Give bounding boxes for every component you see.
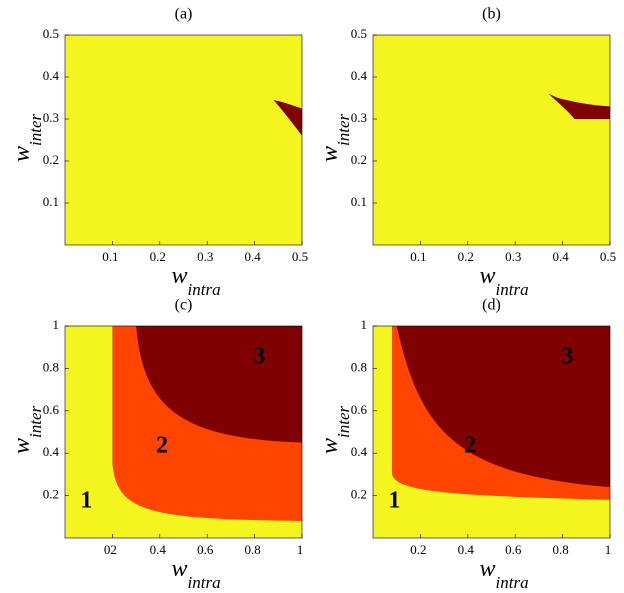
x-tick-label: 0.4 [244, 249, 261, 264]
label-main: w [480, 263, 496, 289]
panel: (c)02 0.4 0.6 0.8 10.20.40.60.81wintrawinter… [9, 297, 304, 592]
x-tick-label: 0.6 [197, 542, 214, 557]
region-label: 3 [253, 343, 265, 369]
x-tick-label: 0.2 [410, 542, 426, 557]
region-label: 2 [156, 432, 168, 458]
y-tick-label: 0.3 [43, 110, 59, 125]
x-tick-label: 0.5 [292, 249, 308, 264]
x-tick-label: 0.2 [150, 249, 166, 264]
label-main: w [172, 556, 188, 582]
label-main: w [317, 146, 343, 162]
label-sub: intra [188, 280, 221, 299]
y-tick-label: 0.4 [351, 68, 368, 83]
region [136, 326, 302, 443]
label-main: w [480, 556, 496, 582]
x-tick-label: 1 [605, 542, 612, 557]
region-label: 2 [464, 432, 476, 458]
y-tick-label: 0.6 [43, 402, 60, 417]
x-tick-label: 0.1 [410, 249, 426, 264]
y-tick-label: 0.6 [351, 402, 368, 417]
y-tick-label: 0.4 [43, 444, 60, 459]
x-tick-label: 0.6 [505, 542, 522, 557]
region-background [65, 35, 302, 245]
x-axis-label: wintra [480, 556, 529, 592]
region-label: 1 [388, 487, 400, 513]
label-sub: intra [496, 280, 529, 299]
y-axis-label: winter [317, 405, 353, 454]
x-tick-label: 0.3 [197, 249, 213, 264]
region [273, 100, 302, 136]
label-main: w [317, 438, 343, 454]
panel-title: (c) [175, 297, 193, 314]
x-tick-label: 0.1 [102, 249, 118, 264]
label-sub: intra [496, 573, 529, 592]
region [548, 93, 610, 119]
y-tick-label: 0.1 [43, 194, 59, 209]
x-tick-label: 0.2 [458, 249, 474, 264]
x-tick-label: 0.4 [458, 542, 475, 557]
y-tick-label: 1 [53, 317, 60, 332]
region-label: 1 [80, 487, 92, 513]
y-tick-label: 0.8 [43, 359, 59, 374]
y-tick-label: 0.8 [351, 359, 367, 374]
plot-frame [64, 325, 303, 539]
y-axis-label: winter [317, 113, 353, 162]
y-tick-label: 0.3 [351, 110, 367, 125]
label-main: w [9, 438, 35, 454]
y-tick-label: 0.5 [43, 26, 59, 41]
x-tick-label: 0.8 [552, 542, 568, 557]
panel: (a)0.1 0.2 0.3 0.4 0.50.10.20.30.40.5wintraw… [9, 6, 309, 299]
plot-frame [372, 325, 611, 539]
panel: (b)0.1 0.2 0.3 0.4 0.50.10.20.30.40.5wintraw… [317, 6, 617, 299]
x-tick-label: 02 [104, 542, 117, 557]
x-tick-label: 1 [297, 542, 304, 557]
label-sub: inter [334, 405, 353, 437]
y-axis-label: winter [9, 113, 45, 162]
x-tick-label: 0.4 [552, 249, 569, 264]
label-sub: intra [188, 573, 221, 592]
y-tick-label: 0.4 [43, 68, 60, 83]
label-sub: inter [26, 113, 45, 145]
label-sub: inter [26, 405, 45, 437]
x-tick-label: 0.3 [505, 249, 521, 264]
y-tick-label: 0.2 [351, 487, 367, 502]
x-axis-label: wintra [480, 263, 529, 299]
label-main: w [172, 263, 188, 289]
y-tick-label: 0.4 [351, 444, 368, 459]
x-tick-label: 0.5 [600, 249, 616, 264]
panel-title: (a) [175, 6, 193, 23]
x-tick-label: 0.4 [150, 542, 167, 557]
region [396, 326, 610, 488]
x-tick-label: 0.8 [244, 542, 260, 557]
panel-title: (b) [482, 6, 501, 23]
label-main: w [9, 146, 35, 162]
region-background [373, 35, 610, 245]
y-tick-label: 0.2 [351, 152, 367, 167]
y-tick-label: 1 [361, 317, 368, 332]
plot-frame [372, 34, 611, 246]
y-tick-label: 0.5 [351, 26, 367, 41]
y-tick-label: 0.2 [43, 487, 59, 502]
x-axis-label: wintra [172, 556, 221, 592]
region-label: 3 [561, 343, 573, 369]
label-sub: inter [334, 113, 353, 145]
panel: (d)0.2 0.4 0.6 0.8 10.20.40.60.81wintrawinte… [317, 297, 612, 592]
y-tick-label: 0.2 [43, 152, 59, 167]
panel-title: (d) [482, 297, 501, 314]
y-tick-label: 0.1 [351, 194, 367, 209]
plot-frame [64, 34, 303, 246]
y-axis-label: winter [9, 405, 45, 454]
x-axis-label: wintra [172, 263, 221, 299]
